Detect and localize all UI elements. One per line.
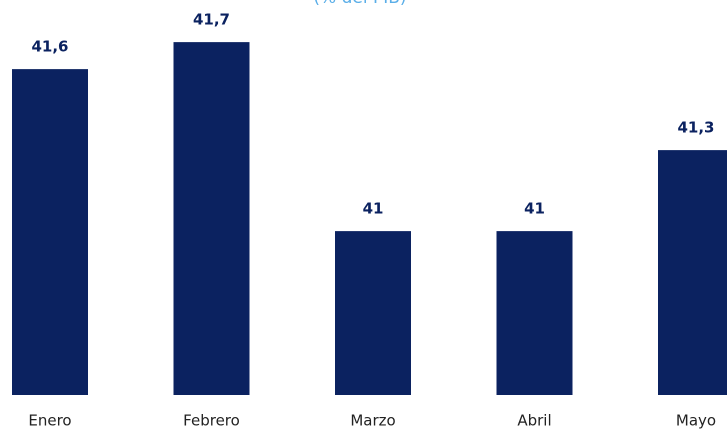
value-label: 41 bbox=[524, 200, 545, 218]
bar bbox=[173, 42, 250, 396]
x-tick-label: Abril bbox=[517, 412, 551, 430]
bar bbox=[658, 150, 727, 395]
value-label: 41,3 bbox=[677, 119, 714, 137]
value-label: 41,6 bbox=[31, 38, 68, 56]
bar bbox=[335, 231, 411, 395]
x-tick-label: Febrero bbox=[183, 412, 240, 430]
value-label: 41,7 bbox=[193, 11, 230, 29]
x-tick-label: Marzo bbox=[350, 412, 395, 430]
chart-subtitle: (% del PIB) bbox=[313, 0, 406, 8]
bar bbox=[12, 69, 88, 395]
x-tick-label: Mayo bbox=[676, 412, 716, 430]
bar bbox=[496, 231, 573, 395]
x-tick-label: Enero bbox=[28, 412, 71, 430]
value-label: 41 bbox=[363, 200, 384, 218]
